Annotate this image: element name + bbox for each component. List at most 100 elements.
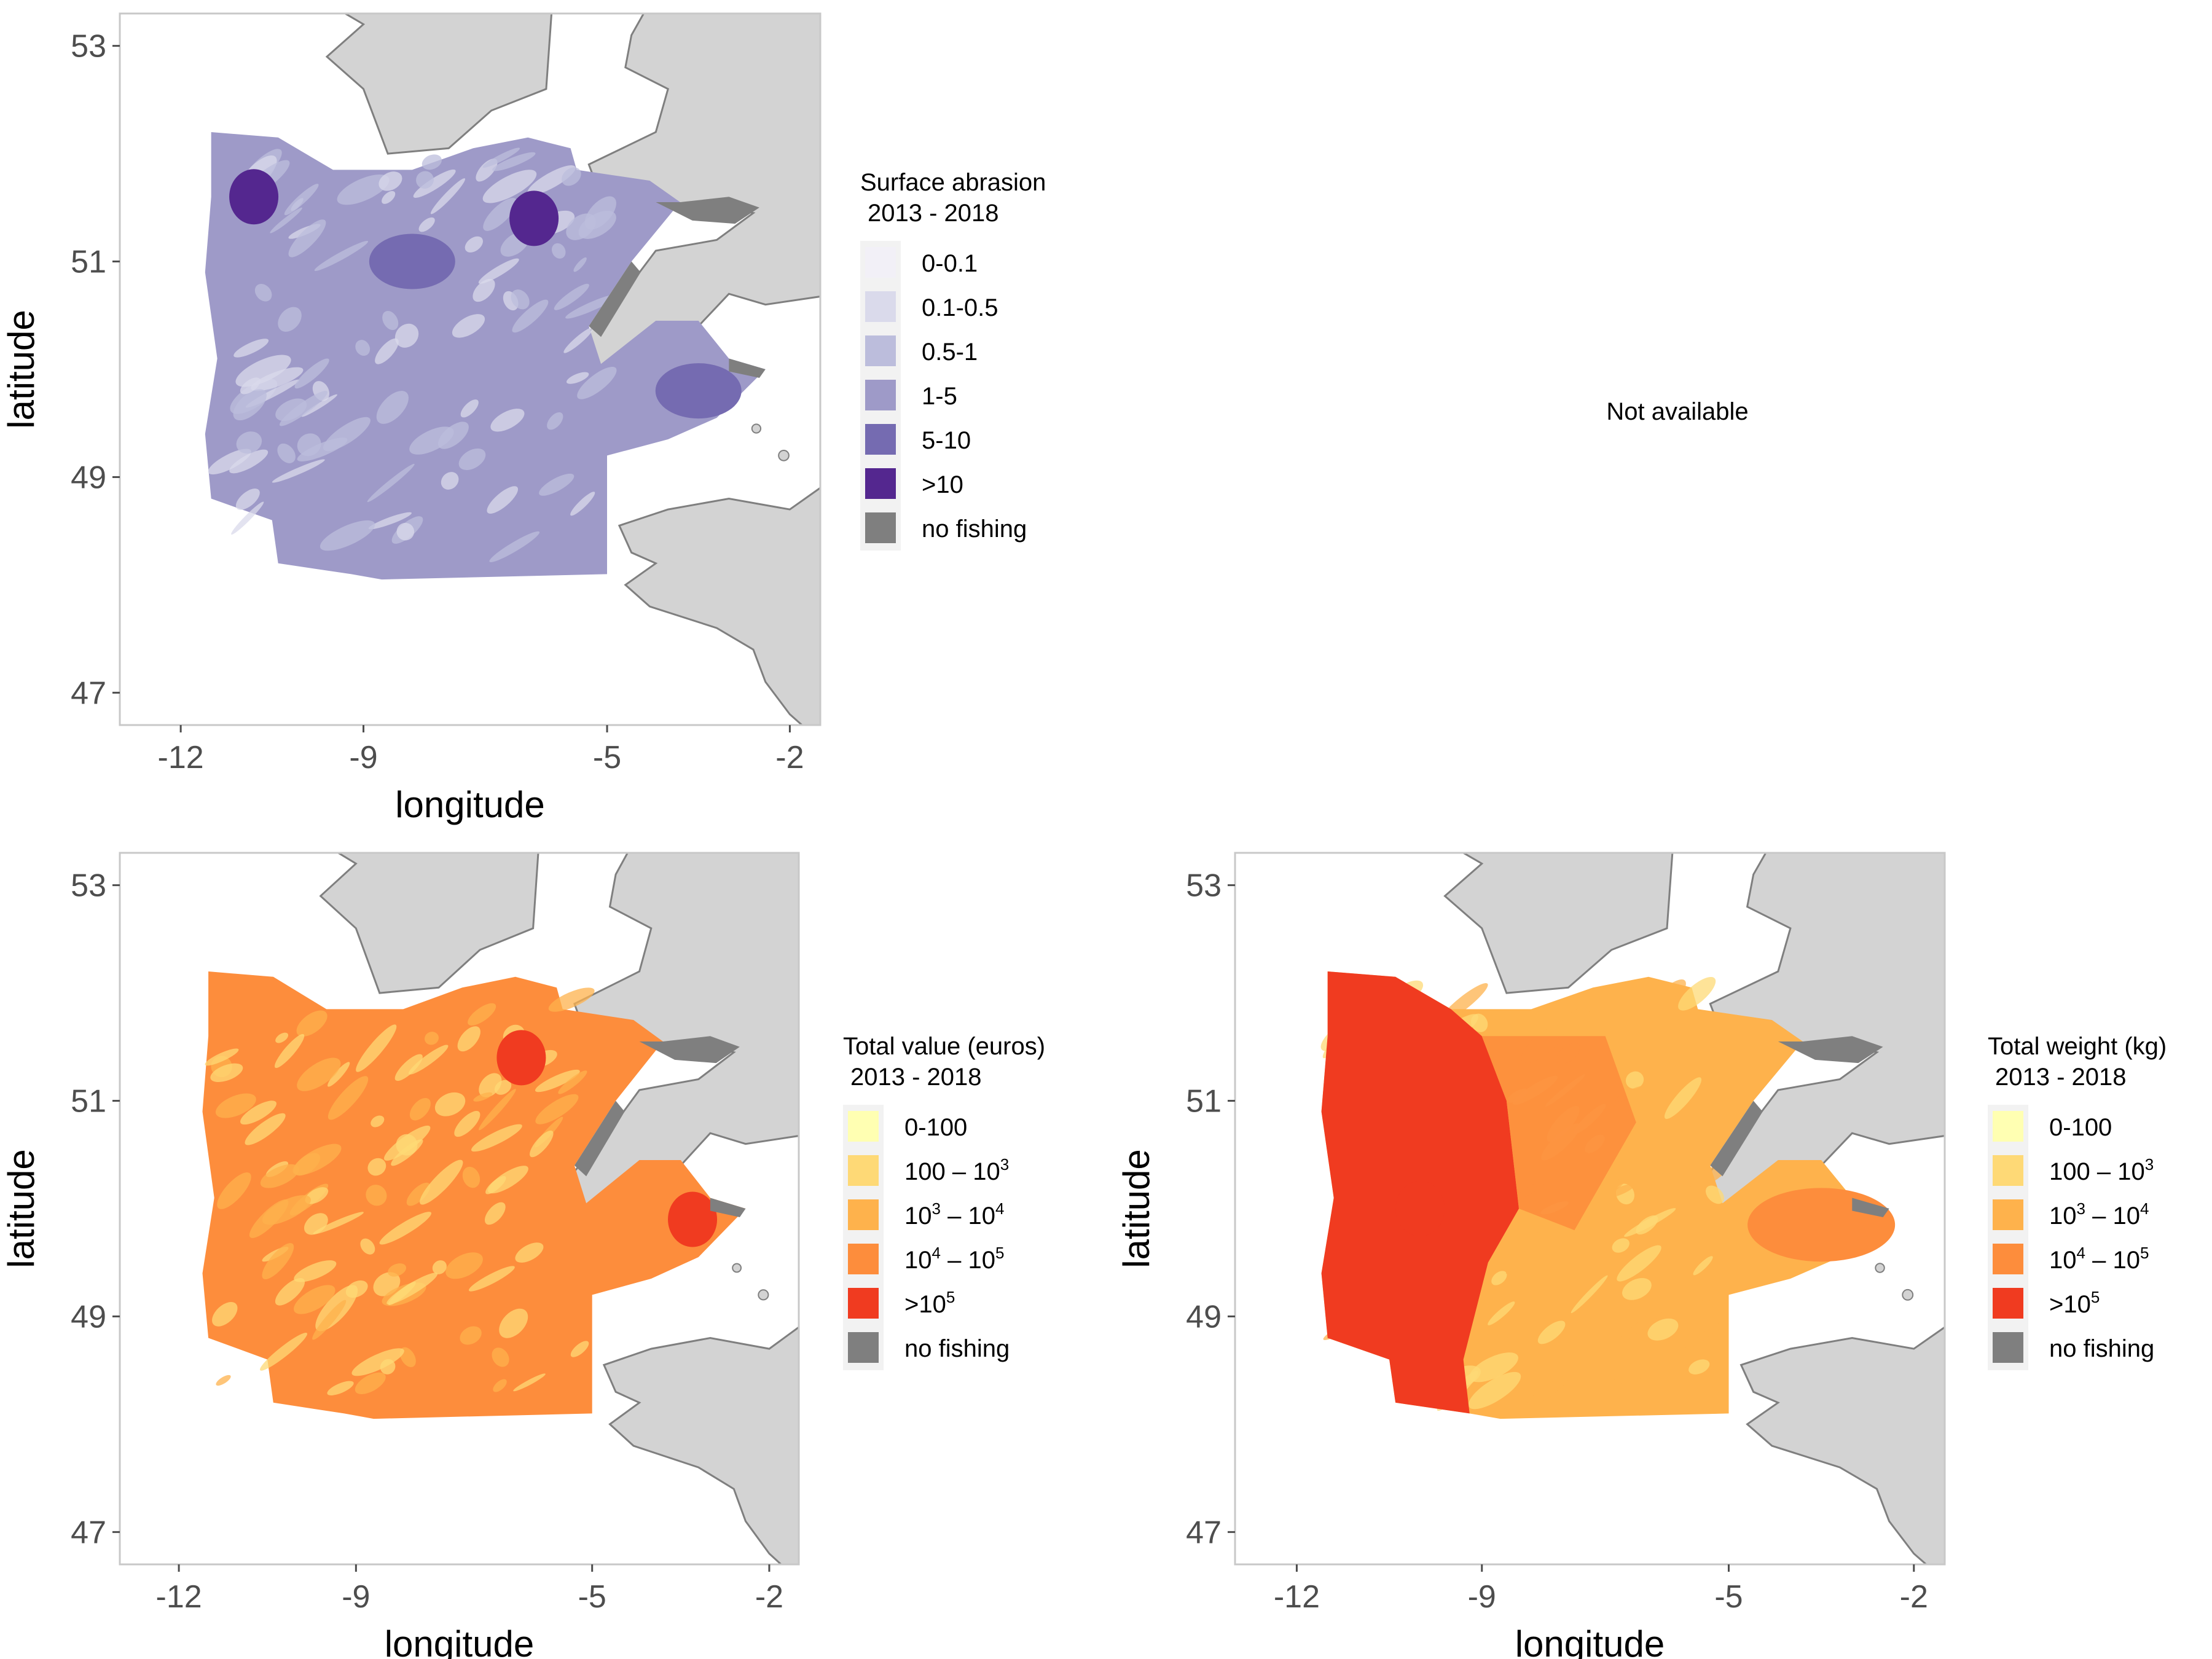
texture-patch <box>482 170 537 203</box>
map-content <box>202 853 799 1564</box>
legend: Total value (euros) 2013 - 2018 0-100 100 –… <box>843 1033 1045 1370</box>
texture-patch <box>1469 1352 1518 1382</box>
legend-label: 103 – 104 <box>2049 1199 2149 1230</box>
texture-patch <box>515 1242 544 1263</box>
texture-patch <box>1617 1245 1661 1282</box>
texture-patch <box>1554 1005 1590 1037</box>
texture-patch <box>482 147 520 168</box>
mid-weight-zone <box>1481 1036 1636 1231</box>
texture-patch <box>452 314 485 338</box>
legend-key <box>1993 1111 2023 1142</box>
france-land <box>618 487 820 725</box>
legend-label: >105 <box>2049 1288 2100 1318</box>
texture-patch <box>1644 979 1686 1022</box>
x-tick-label: -9 <box>342 1579 370 1615</box>
texture-patch <box>262 1243 294 1280</box>
texture-patch <box>279 391 328 426</box>
legend-key <box>1993 1332 2023 1363</box>
y-tick-label: 53 <box>71 29 106 65</box>
texture-patch <box>383 1125 431 1161</box>
legend-label: no fishing <box>904 1335 1010 1362</box>
ireland-land <box>325 14 553 155</box>
legend-label: 103 – 104 <box>904 1199 1004 1230</box>
texture-patch <box>388 1281 416 1306</box>
map-panel-total-weight: -12 -9 -5 -2 53 51 49 47 longitude latitude Total … <box>1116 852 2167 1659</box>
texture-patch <box>409 1097 431 1121</box>
texture-patch <box>406 1182 431 1206</box>
texture-patch <box>1603 1184 1634 1199</box>
map-content <box>205 14 820 725</box>
texture-patch <box>254 283 272 302</box>
texture-patch <box>275 1032 289 1043</box>
hotspot <box>229 169 279 225</box>
texture-patch <box>490 409 525 432</box>
texture-patch <box>1688 1359 1710 1375</box>
x-tick-label: -5 <box>578 1579 606 1615</box>
texture-patch <box>473 1092 493 1102</box>
texture-patch <box>301 394 337 417</box>
texture-patch <box>278 307 302 332</box>
texture-patch <box>547 412 563 430</box>
texture-patch <box>216 1375 231 1386</box>
legend-label: no fishing <box>2049 1335 2154 1362</box>
y-tick-label: 47 <box>71 675 106 711</box>
texture-patch <box>297 1057 341 1091</box>
texture-patch <box>215 1093 256 1118</box>
texture-patch <box>484 1202 506 1225</box>
x-tick-label: -12 <box>156 1579 202 1615</box>
legend-key <box>848 1332 879 1363</box>
y-axis-title: latitude <box>1116 1149 1157 1268</box>
panel-border <box>119 852 800 1566</box>
texture-patch <box>413 169 456 198</box>
texture-patch <box>478 1089 516 1131</box>
texture-patch <box>434 1092 466 1116</box>
texture-patch <box>284 184 319 216</box>
texture-patch <box>454 1111 480 1137</box>
texture-patch <box>1625 1071 1644 1089</box>
texture-patch <box>441 472 459 490</box>
texture-patch <box>367 1158 386 1176</box>
y-tick-label: 53 <box>71 868 106 904</box>
texture-patch <box>530 1130 554 1158</box>
y-tick-label: 47 <box>71 1515 106 1550</box>
texture-patch <box>355 1372 386 1394</box>
no-fishing-strip <box>1778 1036 1883 1064</box>
legend-label: 0-0.1 <box>922 250 978 277</box>
no-fishing-strip <box>656 197 759 224</box>
texture-patch <box>554 283 589 310</box>
fishing-area <box>205 132 766 580</box>
legend-label: 0.1-0.5 <box>922 294 998 321</box>
legend-key <box>865 291 896 322</box>
legend-label: 5-10 <box>922 427 971 454</box>
y-axis-title: latitude <box>1 310 42 428</box>
texture-patch <box>432 1260 447 1274</box>
no-fishing-strip <box>1710 1100 1763 1177</box>
legend-label: no fishing <box>922 516 1027 543</box>
texture-patch <box>233 339 269 358</box>
texture-patch <box>375 338 399 364</box>
legend: Surface abrasion 2013 - 2018 0-0.1 0.1-0.5 0… <box>860 169 1046 551</box>
no-fishing-strip <box>639 1036 740 1064</box>
britain-land <box>569 14 820 371</box>
texture-patch <box>235 355 291 387</box>
texture-patch <box>379 1212 432 1245</box>
texture-patch <box>473 278 495 302</box>
texture-patch <box>458 448 486 471</box>
texture-patch <box>382 310 399 331</box>
y-axis-title: latitude <box>1 1149 42 1268</box>
legend-label: 0-100 <box>904 1114 967 1141</box>
legend-key <box>848 1288 879 1319</box>
texture-patch <box>457 1026 480 1052</box>
texture-patch <box>584 196 616 230</box>
texture-patch <box>314 241 369 271</box>
channel-weight-zone <box>1747 1188 1896 1262</box>
hotspot <box>655 363 742 419</box>
no-fishing-strip <box>589 261 641 337</box>
texture-patch <box>468 1003 496 1026</box>
texture-patch <box>327 1062 350 1087</box>
legend-key <box>865 247 896 278</box>
texture-patch <box>1597 1378 1619 1399</box>
y-tick-label: 49 <box>1186 1299 1222 1335</box>
legend-key <box>865 335 896 366</box>
x-axis-title: longitude <box>1515 1623 1665 1659</box>
